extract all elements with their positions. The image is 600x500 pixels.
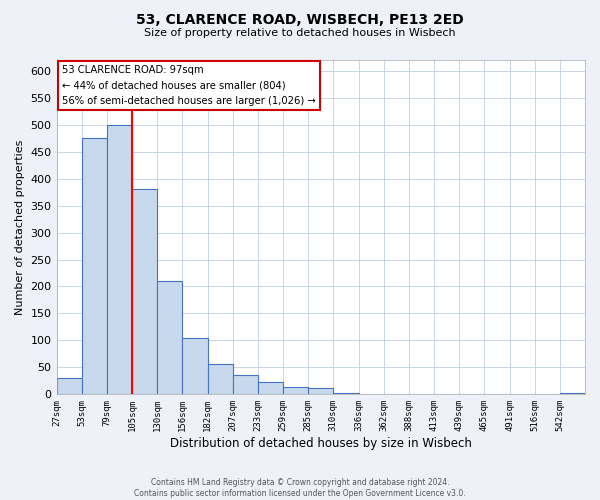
Bar <box>258 382 283 394</box>
Bar <box>308 388 334 394</box>
Bar <box>107 124 132 394</box>
Bar <box>208 364 233 394</box>
X-axis label: Distribution of detached houses by size in Wisbech: Distribution of detached houses by size … <box>170 437 472 450</box>
Bar <box>182 338 208 394</box>
Text: 53, CLARENCE ROAD, WISBECH, PE13 2ED: 53, CLARENCE ROAD, WISBECH, PE13 2ED <box>136 12 464 26</box>
Bar <box>56 378 82 394</box>
Y-axis label: Number of detached properties: Number of detached properties <box>15 140 25 315</box>
Bar <box>233 376 258 394</box>
Bar <box>157 281 182 394</box>
Text: 53 CLARENCE ROAD: 97sqm
← 44% of detached houses are smaller (804)
56% of semi-d: 53 CLARENCE ROAD: 97sqm ← 44% of detache… <box>62 65 316 106</box>
Text: Contains HM Land Registry data © Crown copyright and database right 2024.
Contai: Contains HM Land Registry data © Crown c… <box>134 478 466 498</box>
Bar <box>132 190 157 394</box>
Bar <box>82 138 107 394</box>
Text: Size of property relative to detached houses in Wisbech: Size of property relative to detached ho… <box>144 28 456 38</box>
Bar <box>283 388 308 394</box>
